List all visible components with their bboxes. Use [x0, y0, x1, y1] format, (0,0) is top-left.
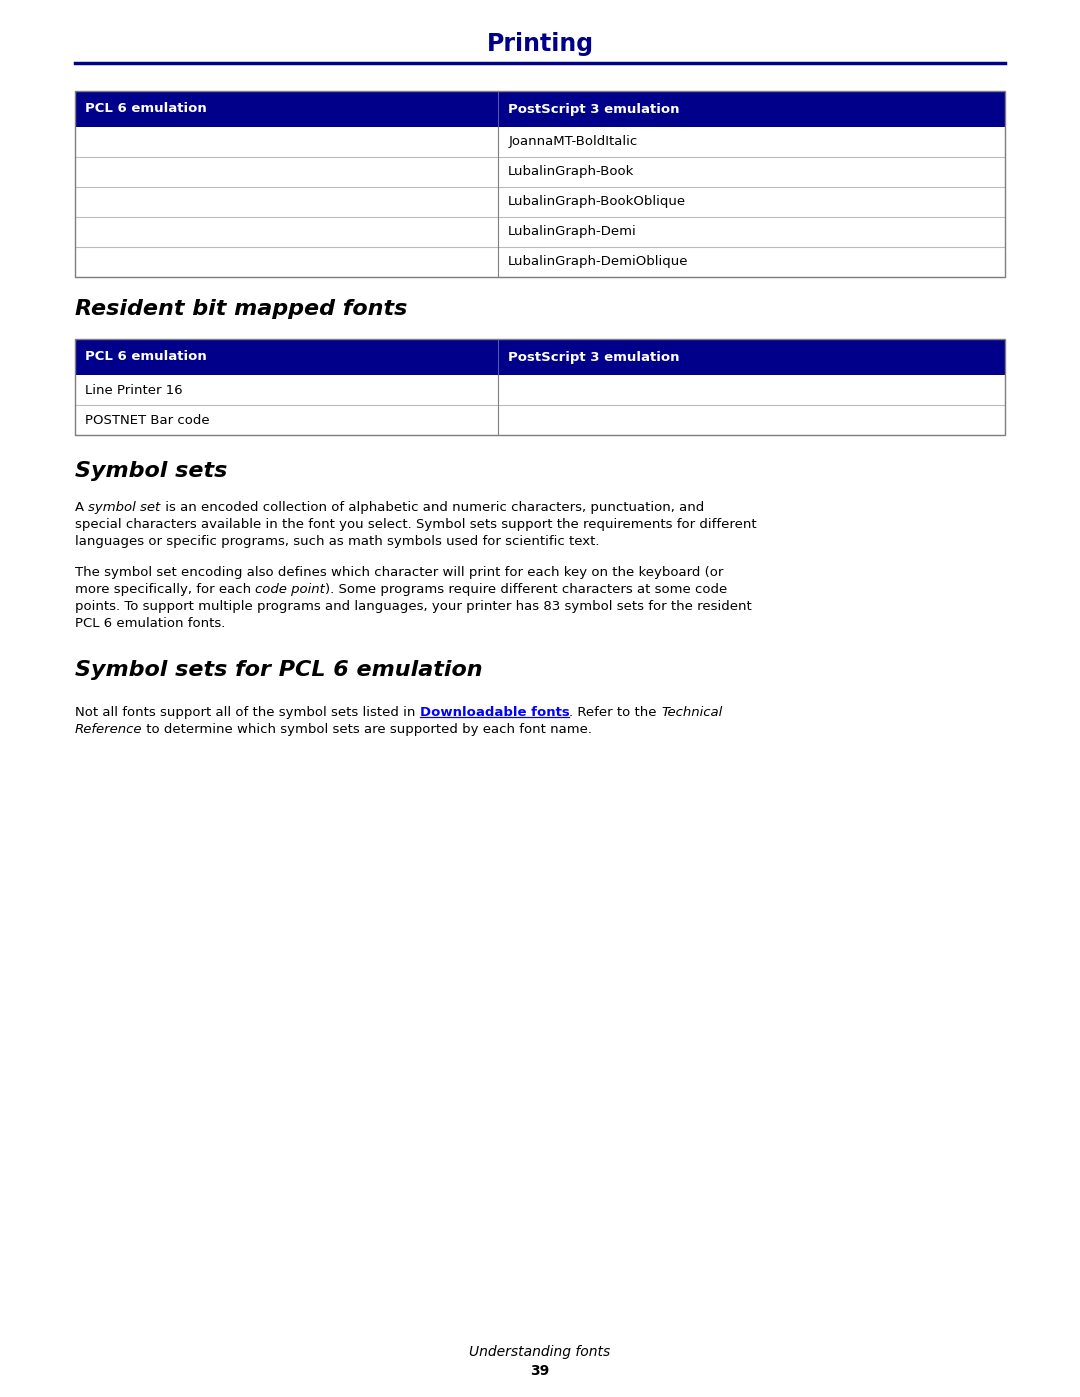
Text: Understanding fonts: Understanding fonts: [470, 1345, 610, 1359]
Text: Printing: Printing: [486, 32, 594, 56]
Text: POSTNET Bar code: POSTNET Bar code: [85, 414, 210, 426]
Text: JoannaMT-BoldItalic: JoannaMT-BoldItalic: [509, 136, 637, 148]
Bar: [75, 91, 1005, 127]
Text: languages or specific programs, such as math symbols used for scientific text.: languages or specific programs, such as …: [75, 535, 599, 548]
Text: LubalinGraph-BookOblique: LubalinGraph-BookOblique: [509, 196, 686, 208]
Text: The symbol set encoding also defines which character will print for each key on : The symbol set encoding also defines whi…: [75, 566, 724, 578]
Bar: [75, 374, 1005, 405]
Text: Resident bit mapped fonts: Resident bit mapped fonts: [75, 299, 407, 319]
Text: LubalinGraph-DemiOblique: LubalinGraph-DemiOblique: [509, 256, 689, 268]
Text: Not all fonts support all of the symbol sets listed in: Not all fonts support all of the symbol …: [75, 705, 420, 719]
Text: LubalinGraph-Book: LubalinGraph-Book: [509, 165, 635, 179]
Text: points. To support multiple programs and languages, your printer has 83 symbol s: points. To support multiple programs and…: [75, 599, 752, 613]
Text: A: A: [75, 502, 89, 514]
Bar: [75, 247, 1005, 277]
Text: special characters available in the font you select. Symbol sets support the req: special characters available in the font…: [75, 518, 757, 531]
Text: PCL 6 emulation: PCL 6 emulation: [85, 102, 206, 116]
Text: ). Some programs require different characters at some code: ). Some programs require different chara…: [325, 583, 728, 597]
Bar: [75, 127, 1005, 156]
Text: Line Printer 16: Line Printer 16: [85, 384, 183, 397]
Text: PCL 6 emulation fonts.: PCL 6 emulation fonts.: [75, 617, 226, 630]
Text: LubalinGraph-Demi: LubalinGraph-Demi: [509, 225, 637, 239]
Text: PostScript 3 emulation: PostScript 3 emulation: [509, 351, 679, 363]
Bar: [75, 91, 1005, 277]
Text: . Refer to the: . Refer to the: [569, 705, 661, 719]
Text: Reference: Reference: [75, 724, 143, 736]
Bar: [75, 187, 1005, 217]
Bar: [75, 339, 1005, 374]
Text: Downloadable fonts: Downloadable fonts: [420, 705, 569, 719]
Text: PCL 6 emulation: PCL 6 emulation: [85, 351, 206, 363]
Text: is an encoded collection of alphabetic and numeric characters, punctuation, and: is an encoded collection of alphabetic a…: [161, 502, 704, 514]
Text: Symbol sets for PCL 6 emulation: Symbol sets for PCL 6 emulation: [75, 659, 483, 680]
Text: Technical: Technical: [661, 705, 723, 719]
Text: more specifically, for each: more specifically, for each: [75, 583, 255, 597]
Bar: [75, 156, 1005, 187]
Text: code point: code point: [255, 583, 325, 597]
Bar: [75, 217, 1005, 247]
Bar: [75, 339, 1005, 434]
Text: PostScript 3 emulation: PostScript 3 emulation: [509, 102, 679, 116]
Text: Symbol sets: Symbol sets: [75, 461, 228, 481]
Bar: [75, 405, 1005, 434]
Text: 39: 39: [530, 1363, 550, 1377]
Text: to determine which symbol sets are supported by each font name.: to determine which symbol sets are suppo…: [143, 724, 593, 736]
Text: symbol set: symbol set: [89, 502, 161, 514]
